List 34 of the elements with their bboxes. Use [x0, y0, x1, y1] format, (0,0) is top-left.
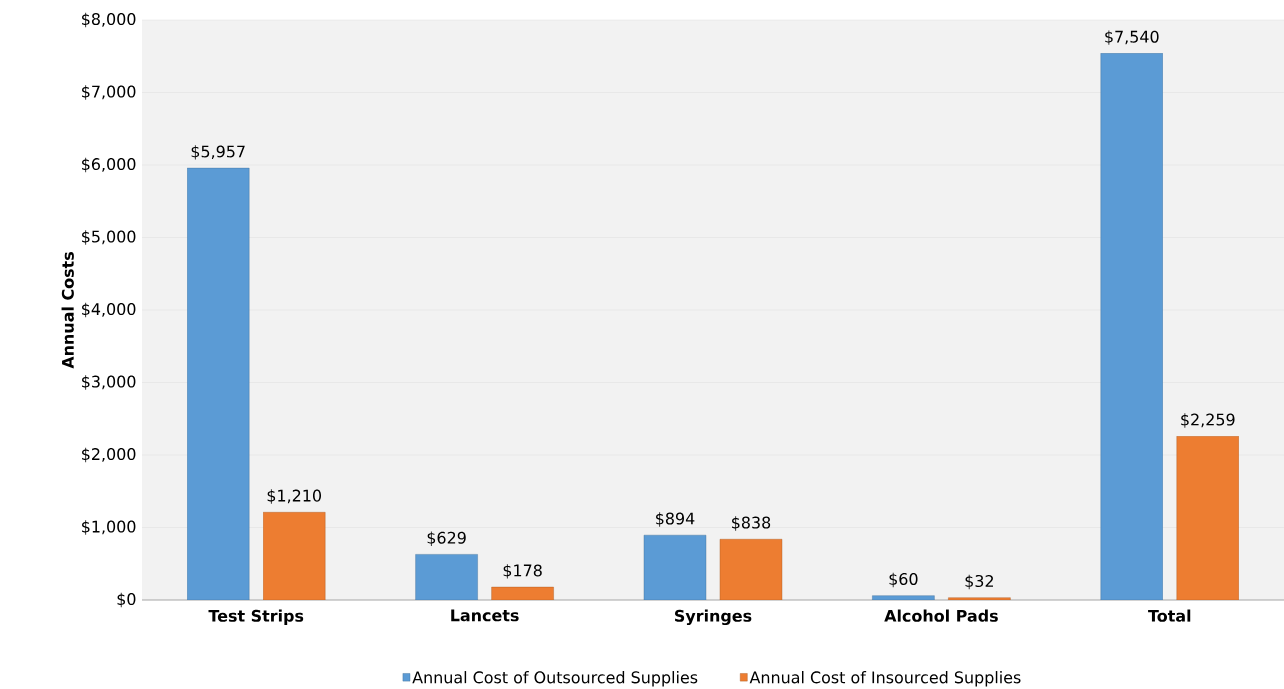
bar	[415, 554, 478, 600]
y-tick-label: $4,000	[82, 302, 136, 318]
y-tick-label: $2,000	[82, 447, 136, 463]
bar	[187, 167, 250, 600]
x-tick-label: Lancets	[451, 609, 519, 622]
bar	[719, 539, 783, 600]
y-tick-label: $6,000	[82, 157, 136, 173]
y-tick-label: $0	[117, 592, 136, 608]
legend-label: Annual Cost of Outsourced Supplies	[412, 671, 698, 687]
x-tick-label: Test Strips	[208, 609, 304, 625]
y-tick-label: $3,000	[82, 375, 136, 390]
x-tick-label: Syringes	[675, 609, 752, 626]
data-label: $178	[503, 564, 542, 579]
data-label: $32	[965, 574, 993, 590]
bar	[1100, 53, 1163, 600]
y-tick-label: $8,000	[82, 12, 136, 28]
y-tick-label: $1,000	[82, 520, 136, 535]
bar	[1176, 436, 1239, 600]
data-label: $5,957	[191, 145, 245, 160]
legend-label: Annual Cost of Insourced Supplies	[749, 671, 1021, 687]
y-tick-label: $7,000	[82, 85, 136, 100]
data-label: $60	[889, 572, 918, 588]
y-axis-title: Annual Costs	[61, 252, 74, 369]
x-tick-label: Alcohol Pads	[884, 609, 998, 622]
y-tick-label: $5,000	[82, 230, 136, 245]
data-label: $1,210	[267, 489, 322, 504]
data-label: $2,259	[1181, 413, 1235, 428]
x-tick-label: Total	[1148, 609, 1191, 622]
data-label: $894	[656, 512, 695, 527]
bar	[643, 534, 707, 600]
data-label: $838	[732, 516, 771, 531]
data-label: $629	[427, 531, 466, 546]
bar	[263, 512, 326, 600]
data-label: $7,540	[1105, 30, 1159, 45]
